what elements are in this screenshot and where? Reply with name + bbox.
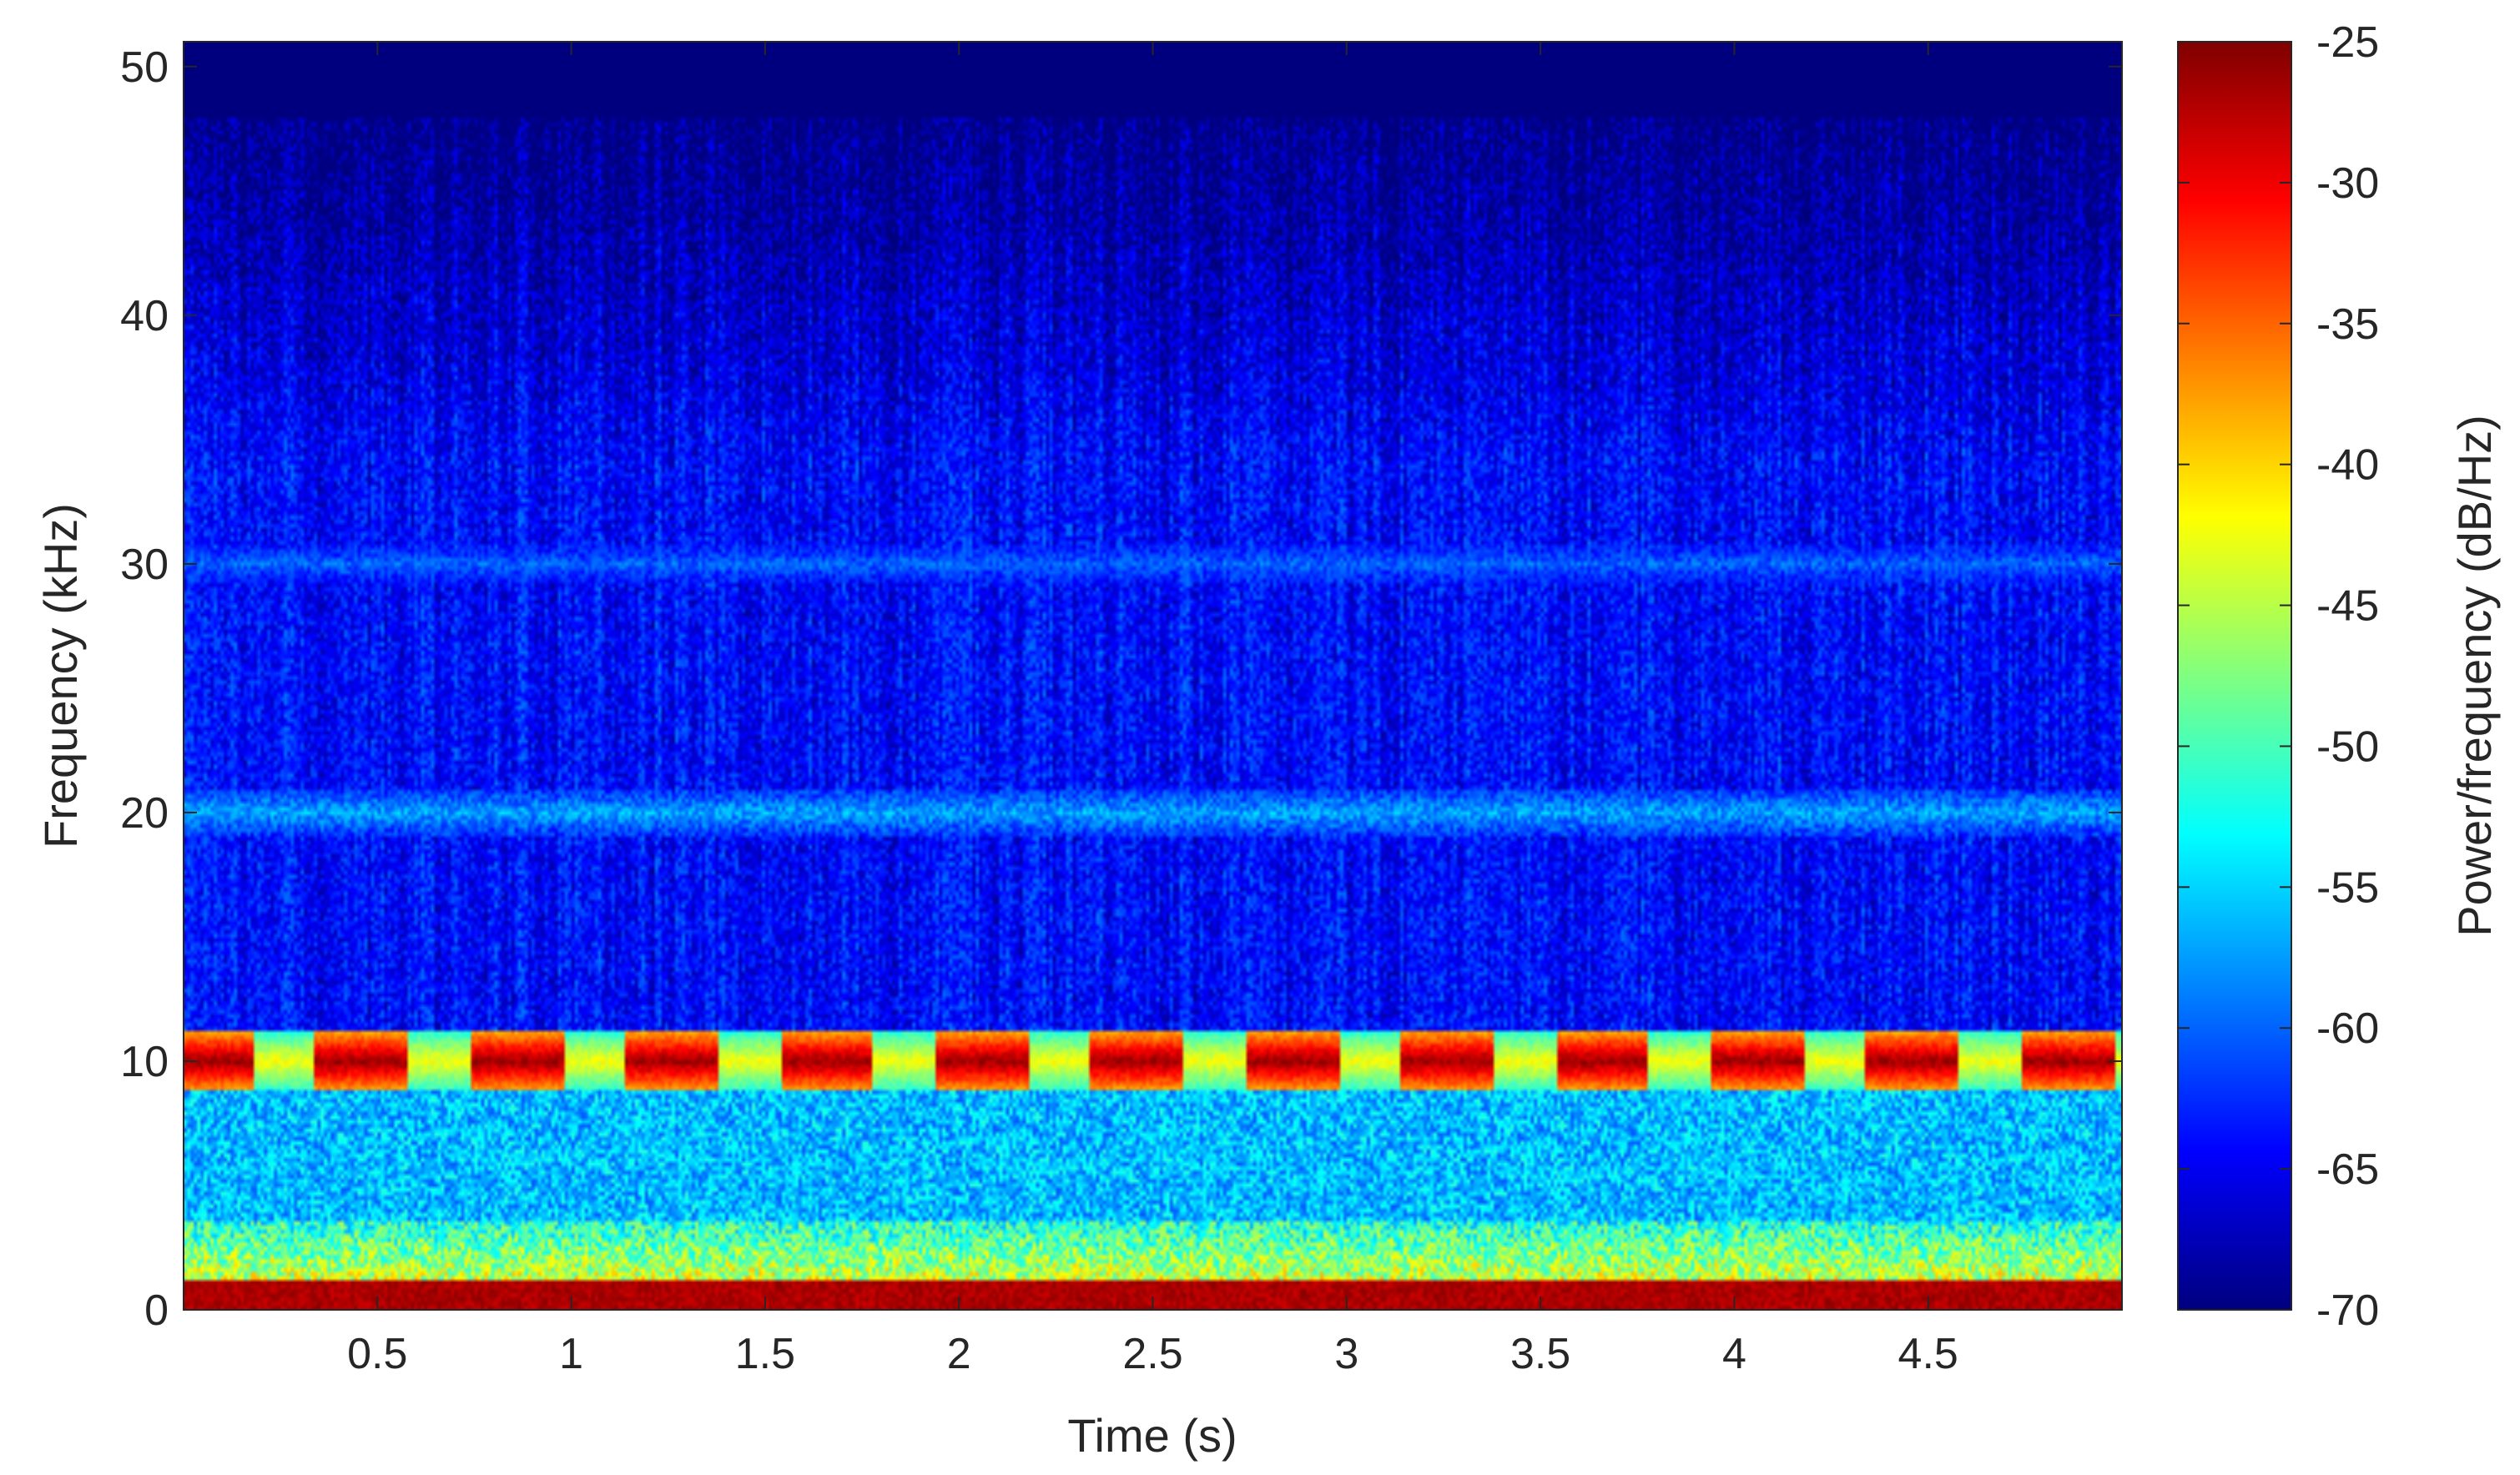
x-tick-label: 1.5 <box>735 1330 795 1378</box>
x-tick-label: 3.5 <box>1510 1330 1570 1378</box>
colorbar-label: Power/frequency (dB/Hz) <box>2448 415 2501 937</box>
x-tick-label: 2 <box>947 1330 971 1378</box>
colorbar-tick-label: -35 <box>2316 300 2379 349</box>
y-tick-label: 0 <box>144 1286 169 1335</box>
x-tick-label: 0.5 <box>347 1330 407 1378</box>
y-tick-label: 30 <box>120 541 169 589</box>
colorbar: -25 -30 -35 -40 -45 -50 -55 -60 -65 -70 <box>2177 18 2379 1335</box>
y-axis-label: Frequency (kHz) <box>34 503 87 848</box>
x-tick-label: 4.5 <box>1898 1330 1958 1378</box>
spectrogram-heatmap <box>184 42 2122 1310</box>
colorbar-tick-label: -40 <box>2316 441 2379 490</box>
x-tick-label: 2.5 <box>1122 1330 1182 1378</box>
y-tick-label: 10 <box>120 1038 169 1086</box>
x-tick-label: 3 <box>1334 1330 1358 1378</box>
colorbar-tick-label: -25 <box>2316 18 2379 67</box>
colorbar-gradient <box>2178 42 2291 1310</box>
colorbar-tick-label: -60 <box>2316 1004 2379 1053</box>
x-axis-ticks: 0.5 1 1.5 2 2.5 3 3.5 4 4.5 <box>347 42 1958 1378</box>
colorbar-tick-label: -50 <box>2316 722 2379 771</box>
colorbar-frame <box>2177 41 2292 1311</box>
colorbar-ticks: -25 -30 -35 -40 -45 -50 -55 -60 -65 -70 <box>2178 18 2379 1335</box>
colorbar-tick-label: -65 <box>2316 1145 2379 1194</box>
y-axis-ticks: 0 10 20 30 40 50 <box>120 43 2122 1335</box>
spectrogram-raster <box>184 42 2122 1310</box>
x-axis-label: Time (s) <box>1067 1409 1237 1462</box>
colorbar-tick-label: -30 <box>2316 159 2379 208</box>
x-tick-label: 1 <box>559 1330 583 1378</box>
colorbar-tick-label: -55 <box>2316 863 2379 912</box>
colorbar-tick-label: -70 <box>2316 1286 2379 1335</box>
y-tick-label: 50 <box>120 43 169 92</box>
y-tick-label: 40 <box>120 292 169 340</box>
plot-area <box>183 41 2123 1311</box>
x-tick-label: 4 <box>1722 1330 1746 1378</box>
y-tick-label: 20 <box>120 789 169 838</box>
colorbar-tick-label: -45 <box>2316 582 2379 631</box>
